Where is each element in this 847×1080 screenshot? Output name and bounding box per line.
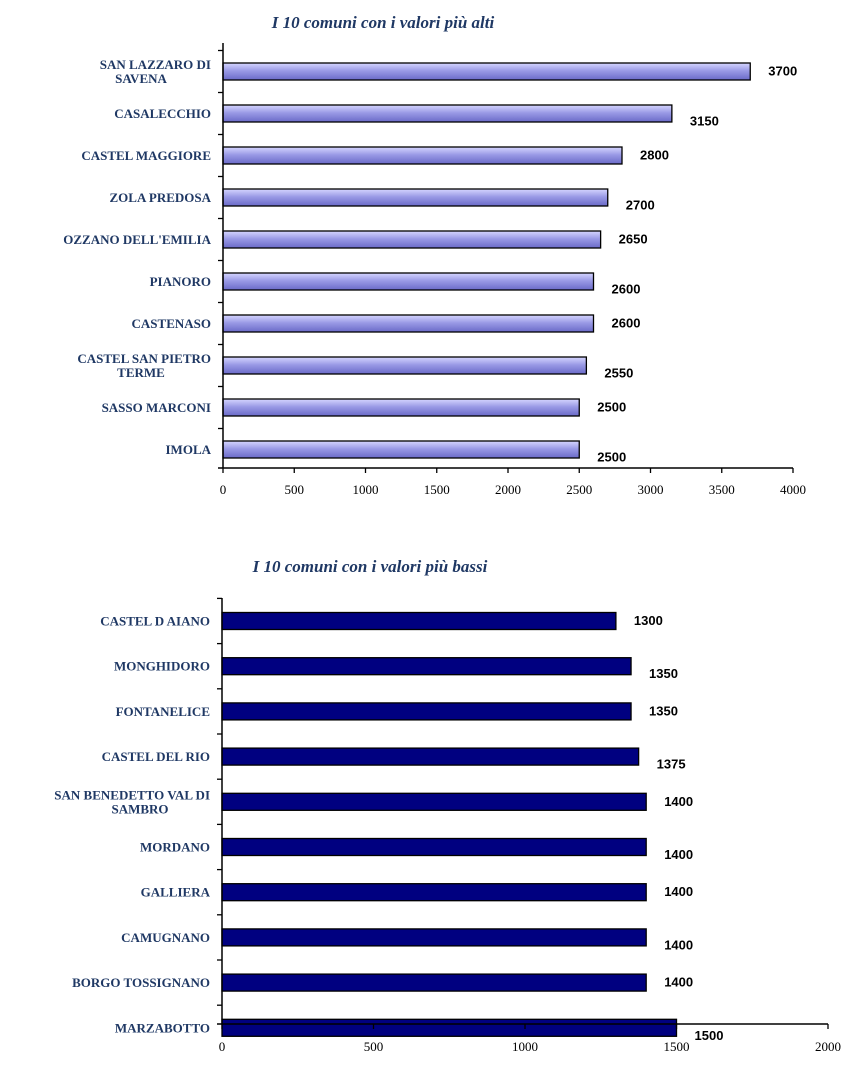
- chart-1-category-label: SAN LAZZARO DI: [100, 57, 211, 72]
- chart-1-value-label: 3700: [768, 64, 797, 79]
- chart-1-value-label: 2500: [597, 450, 626, 465]
- chart-1-x-tick-label: 4000: [780, 482, 806, 497]
- chart-2-value-label: 1400: [664, 975, 693, 990]
- chart-2-bar: [221, 702, 632, 721]
- chart-1-x-tick-label: 1000: [353, 482, 379, 497]
- chart-2-value-label: 1400: [664, 794, 693, 809]
- chart-1-value-labels: 3700 3150 2800 2700 2650 2600 2600 2550 2500 2500: [597, 64, 797, 465]
- chart-1-value-label: 2650: [619, 232, 648, 247]
- chart-1-value-label: 2800: [640, 148, 669, 163]
- chart-2-category-label: MONGHIDORO: [114, 659, 210, 674]
- chart-2-axes: 0 500 1000 1500 2000: [217, 597, 841, 1054]
- chart-1-value-label: 2600: [612, 316, 641, 331]
- chart-2-bar: [221, 837, 647, 857]
- chart-1-bar: [222, 230, 602, 249]
- chart-2-value-label: 1400: [664, 937, 693, 952]
- chart-2-value-label: 1500: [695, 1028, 724, 1043]
- chart-2-bar: [221, 1018, 678, 1037]
- chart-2-x-tick-label: 1500: [664, 1039, 690, 1054]
- chart-2-category-label: FONTANELICE: [116, 704, 210, 719]
- chart-2-category-label: BORGO TOSSIGNANO: [72, 975, 210, 990]
- chart-1-category-label: SASSO MARCONI: [102, 400, 211, 415]
- chart-1-category-label: SAVENA: [115, 71, 167, 86]
- chart-1-category-label: CASTENASO: [132, 316, 211, 331]
- chart-2-value-label: 1350: [649, 703, 678, 718]
- chart-2-x-tick-label: 1000: [512, 1039, 538, 1054]
- chart-1-value-label: 2600: [612, 282, 641, 297]
- chart-2-category-label: MORDANO: [140, 840, 210, 855]
- chart-1-x-tick-label: 3000: [638, 482, 664, 497]
- chart-1-axes: 0 500 1000 1500 2000 2500 3000 3500 4000: [218, 43, 806, 497]
- chart-1-bar: [222, 62, 751, 81]
- chart-1-category-label: OZZANO DELL'EMILIA: [63, 232, 211, 247]
- chart-1-x-tick-label: 500: [285, 482, 305, 497]
- chart-2-bar: [221, 792, 647, 811]
- chart-2-title: I 10 comuni con i valori più bassi: [252, 557, 488, 576]
- chart-2-category-label: CAMUGNANO: [121, 930, 210, 945]
- chart-1-bar: [222, 356, 588, 375]
- chart-1-bar: [222, 440, 580, 459]
- chart-1-x-tick-label: 3500: [709, 482, 735, 497]
- chart-2-value-label: 1375: [657, 757, 686, 772]
- chart-2-category-label: SAMBRO: [111, 801, 168, 816]
- chart-2-bar: [221, 747, 640, 766]
- chart-1-bars: [222, 62, 751, 459]
- chart-1-category-label: IMOLA: [166, 442, 212, 457]
- chart-1-category-label: CASTEL SAN PIETRO: [77, 351, 211, 366]
- chart-2-value-label: 1400: [664, 847, 693, 862]
- chart-1-x-tick-label: 0: [220, 482, 227, 497]
- chart-1-x-tick-label: 1500: [424, 482, 450, 497]
- chart-2-value-label: 1400: [664, 884, 693, 899]
- chart-2-x-tick-label: 500: [364, 1039, 384, 1054]
- chart-2-bar: [221, 973, 647, 992]
- chart-2-bar: [221, 883, 647, 902]
- chart-lowest-values: I 10 comuni con i valori più bassi 13001…: [54, 557, 841, 1054]
- chart-2-value-labels: 1300 1350 1350 1375 1400 1400 1400 1400 1400 1500: [634, 613, 724, 1043]
- chart-2-category-label: CASTEL DEL RIO: [102, 749, 210, 764]
- chart-2-value-label: 1300: [634, 613, 663, 628]
- chart-1-x-tick-label: 2000: [495, 482, 521, 497]
- chart-1-bar: [222, 146, 623, 165]
- chart-1-category-label: CASTEL MAGGIORE: [81, 148, 211, 163]
- chart-2-bar: [221, 928, 647, 947]
- chart-1-value-label: 3150: [690, 114, 719, 129]
- chart-highest-values: I 10 comuni con i valori più alti 3700 31…: [63, 13, 806, 497]
- chart-1-category-label: PIANORO: [150, 274, 211, 289]
- chart-1-x-tick-label: 2500: [566, 482, 592, 497]
- chart-2-bar: [221, 657, 632, 676]
- chart-1-value-label: 2700: [626, 198, 655, 213]
- chart-2-category-label: CASTEL D AIANO: [100, 614, 210, 629]
- chart-2-bars: [221, 611, 678, 1037]
- chart-2-category-labels: CASTEL D AIANO MONGHIDORO FONTANELICE CASTE…: [54, 614, 210, 1036]
- chart-1-bar: [222, 272, 595, 291]
- chart-2-x-tick-label: 0: [219, 1039, 226, 1054]
- chart-1-bar: [222, 104, 673, 123]
- chart-1-category-label: TERME: [117, 365, 165, 380]
- chart-1-bar: [222, 188, 609, 207]
- chart-2-bar: [221, 611, 617, 631]
- chart-2-x-tick-label: 2000: [815, 1039, 841, 1054]
- chart-1-bar: [222, 398, 580, 417]
- chart-2-category-label: GALLIERA: [141, 885, 211, 900]
- chart-1-category-label: CASALECCHIO: [114, 106, 211, 121]
- chart-2-value-label: 1350: [649, 666, 678, 681]
- chart-1-value-label: 2500: [597, 400, 626, 415]
- chart-2-category-label: SAN BENEDETTO VAL DI: [54, 787, 210, 802]
- chart-1-title: I 10 comuni con i valori più alti: [271, 13, 495, 32]
- chart-2-category-label: MARZABOTTO: [115, 1020, 210, 1035]
- chart-1-value-label: 2550: [604, 366, 633, 381]
- chart-1-bar: [222, 314, 595, 333]
- chart-1-category-label: ZOLA PREDOSA: [110, 190, 212, 205]
